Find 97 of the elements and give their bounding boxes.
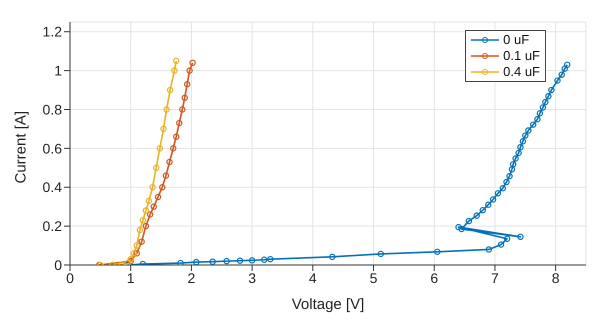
y-tick-label: 0.8 <box>42 101 62 118</box>
point <box>193 258 200 265</box>
y-axis-title: Current [A] <box>12 110 30 184</box>
point <box>540 104 546 111</box>
point <box>504 236 510 242</box>
point <box>536 110 544 117</box>
point <box>142 222 150 230</box>
y-tick-label: 1 <box>54 62 62 79</box>
point <box>146 211 154 218</box>
point <box>261 256 268 263</box>
point <box>542 98 549 106</box>
point <box>134 242 140 249</box>
point <box>525 127 532 134</box>
point <box>378 250 384 258</box>
point <box>534 116 541 122</box>
point <box>176 120 182 126</box>
point <box>562 65 568 72</box>
point <box>209 258 216 265</box>
point <box>520 138 526 145</box>
point <box>140 217 146 224</box>
point <box>159 184 166 190</box>
point <box>480 206 486 214</box>
point <box>517 144 524 150</box>
x-tick-label: 8 <box>552 270 560 286</box>
point <box>485 202 492 208</box>
y-tick-label: 1.2 <box>42 24 62 40</box>
point <box>517 234 524 240</box>
point <box>545 93 552 100</box>
point <box>182 94 188 102</box>
point <box>179 106 186 113</box>
point <box>236 258 244 264</box>
point <box>171 67 178 74</box>
point <box>166 158 173 166</box>
x-tick-label: 4 <box>308 270 317 286</box>
point <box>564 62 570 68</box>
x-tick-label: 7 <box>491 270 500 286</box>
y-tick-label: 0 <box>54 256 62 273</box>
x-tick-label: 6 <box>430 270 438 286</box>
point <box>458 226 465 232</box>
point <box>530 121 536 128</box>
point <box>154 194 162 200</box>
point <box>177 260 184 265</box>
point <box>248 257 256 264</box>
point <box>184 81 190 88</box>
point <box>130 250 137 257</box>
legend-label: 0.4 uF <box>503 64 540 80</box>
point <box>455 224 462 230</box>
y-tick-label: 0.4 <box>42 179 62 196</box>
point <box>494 190 502 196</box>
point <box>554 77 561 84</box>
point <box>267 256 274 262</box>
x-tick-label: 5 <box>370 270 378 286</box>
point <box>186 67 193 74</box>
point <box>149 184 156 190</box>
point <box>173 133 180 140</box>
point <box>156 145 164 152</box>
point <box>434 248 440 255</box>
point <box>498 241 504 248</box>
point <box>522 132 528 139</box>
point <box>142 207 150 214</box>
point <box>558 71 565 78</box>
legend-label: 0.1 uF <box>503 48 540 64</box>
point <box>474 212 480 219</box>
y-tick-label: 0.2 <box>42 218 62 234</box>
point <box>162 172 170 179</box>
point <box>173 58 180 64</box>
point <box>508 166 516 173</box>
point <box>160 126 167 132</box>
x-axis-title: Voltage [V] <box>292 296 364 313</box>
point <box>500 185 506 192</box>
point <box>466 218 472 224</box>
point <box>146 198 152 204</box>
point <box>138 238 145 245</box>
point <box>170 145 176 152</box>
point <box>153 164 160 171</box>
y-tick-label: 0.6 <box>42 140 62 156</box>
point <box>223 258 230 264</box>
point <box>512 155 519 162</box>
x-tick-label: 1 <box>126 270 135 286</box>
point <box>490 196 496 203</box>
point <box>329 254 336 260</box>
x-tick-label: 2 <box>188 270 196 286</box>
point <box>503 178 510 186</box>
point <box>506 172 513 180</box>
point <box>163 106 170 113</box>
point <box>486 246 492 253</box>
point <box>134 250 140 257</box>
point <box>510 161 516 168</box>
x-tick-label: 0 <box>66 270 74 286</box>
point <box>136 226 144 234</box>
point <box>189 60 196 66</box>
point <box>515 150 522 156</box>
point <box>548 86 555 94</box>
point <box>150 203 157 210</box>
x-tick-label: 3 <box>248 270 256 286</box>
legend-label: 0 uF <box>503 32 530 48</box>
point <box>166 86 174 94</box>
